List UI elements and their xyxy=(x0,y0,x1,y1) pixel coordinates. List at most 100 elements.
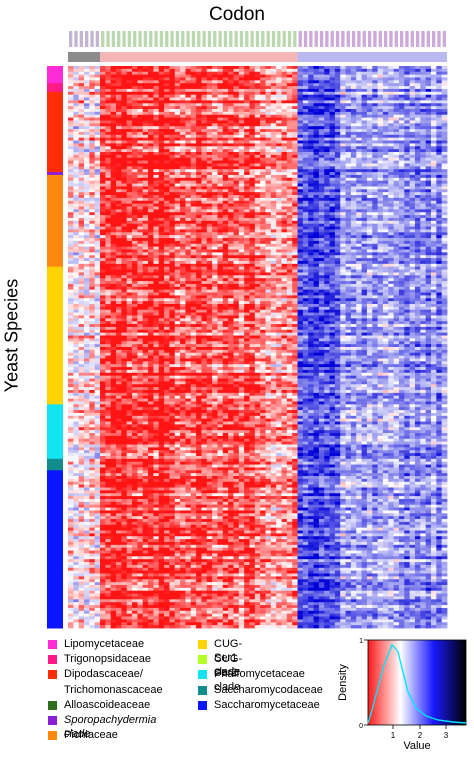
heatmap-cell xyxy=(356,209,362,213)
heatmap-cell xyxy=(260,100,266,104)
heatmap-cell xyxy=(190,220,197,225)
heatmap-cell xyxy=(409,232,416,236)
heatmap-cell xyxy=(222,246,229,250)
heatmap-cell xyxy=(292,163,298,167)
heatmap-cell xyxy=(276,229,282,233)
heatmap-cell xyxy=(270,146,277,150)
heatmap-cell xyxy=(361,229,368,233)
heatmap-cell xyxy=(350,174,357,179)
heatmap-cell xyxy=(286,86,293,90)
heatmap-cell xyxy=(228,215,234,219)
heatmap-cell xyxy=(382,186,389,190)
heatmap-cell xyxy=(361,243,368,248)
heatmap-cell xyxy=(201,243,208,248)
heatmap-cell xyxy=(105,131,112,136)
heatmap-cell xyxy=(212,100,218,104)
heatmap-cell xyxy=(222,71,229,75)
heatmap-cell xyxy=(174,68,181,73)
heatmap-cell xyxy=(270,192,277,196)
heatmap-cell xyxy=(254,152,261,156)
codon-label xyxy=(309,31,313,47)
heatmap-cell xyxy=(361,68,368,73)
heatmap-cell xyxy=(212,180,218,184)
heatmap-cell xyxy=(334,255,341,259)
heatmap-cell xyxy=(222,91,229,96)
heatmap-cell xyxy=(126,152,133,156)
heatmap-cell xyxy=(297,226,304,230)
heatmap-cell xyxy=(297,106,304,110)
heatmap-cell xyxy=(233,232,240,236)
heatmap-cell xyxy=(238,166,245,170)
heatmap-cell xyxy=(345,109,352,113)
heatmap-cell xyxy=(249,114,256,119)
heatmap-cell xyxy=(84,68,90,73)
heatmap-cell xyxy=(100,252,106,256)
heatmap-cell xyxy=(212,131,218,136)
heatmap-cell xyxy=(126,169,133,173)
heatmap-cell xyxy=(137,249,144,253)
heatmap-cell xyxy=(430,120,437,124)
heatmap-cell xyxy=(142,238,149,242)
heatmap-cell xyxy=(409,137,416,141)
heatmap-cell xyxy=(190,68,197,73)
heatmap-cell xyxy=(366,143,373,147)
heatmap-cell xyxy=(169,166,176,170)
heatmap-cell xyxy=(228,192,234,196)
heatmap-cell xyxy=(292,246,298,250)
heatmap-cell xyxy=(78,229,85,233)
heatmap-cell xyxy=(430,80,437,84)
heatmap-cell xyxy=(313,88,320,93)
heatmap-cell xyxy=(366,114,373,119)
heatmap-cell xyxy=(281,206,288,210)
heatmap-cell xyxy=(292,215,298,219)
heatmap-cell xyxy=(217,146,224,150)
heatmap-cell xyxy=(265,229,272,233)
heatmap-cell xyxy=(153,223,160,227)
heatmap-cell xyxy=(121,74,128,78)
heatmap-cell xyxy=(185,200,192,205)
heatmap-cell xyxy=(340,109,346,113)
heatmap-cell xyxy=(281,172,288,176)
heatmap-cell xyxy=(377,100,384,104)
heatmap-cell xyxy=(185,86,192,90)
heatmap-cell xyxy=(281,117,288,121)
heatmap-cell xyxy=(334,217,341,222)
heatmap-cell xyxy=(121,238,128,242)
heatmap-cell xyxy=(137,94,144,98)
heatmap-cell xyxy=(393,120,400,124)
heatmap-cell xyxy=(430,186,437,190)
heatmap-cell xyxy=(313,255,320,259)
heatmap-cell xyxy=(270,88,277,93)
heatmap-cell xyxy=(73,229,80,233)
heatmap-cell xyxy=(265,217,272,222)
heatmap-cell xyxy=(265,200,272,205)
heatmap-cell xyxy=(84,66,90,70)
heatmap-cell xyxy=(377,169,384,173)
heatmap-cell xyxy=(121,120,128,124)
heatmap-cell xyxy=(110,100,117,104)
heatmap-cell xyxy=(260,238,266,242)
heatmap-cell xyxy=(137,129,144,133)
heatmap-cell xyxy=(436,217,443,222)
heatmap-cell xyxy=(121,114,128,119)
heatmap-cell xyxy=(297,246,304,250)
heatmap-cell xyxy=(334,157,341,162)
heatmap-cell xyxy=(196,100,202,104)
heatmap-cell xyxy=(78,172,85,176)
heatmap-cell xyxy=(185,229,192,233)
heatmap-cell xyxy=(100,172,106,176)
heatmap-cell xyxy=(78,177,85,182)
heatmap-cell xyxy=(132,146,138,150)
heatmap-cell xyxy=(222,240,229,245)
heatmap-cell xyxy=(292,174,298,179)
heatmap-cell xyxy=(78,123,85,127)
heatmap-cell xyxy=(132,100,138,104)
heatmap-cell xyxy=(84,157,90,162)
heatmap-cell xyxy=(420,258,427,262)
heatmap-cell xyxy=(142,174,149,179)
heatmap-cell xyxy=(254,149,261,153)
heatmap-cell xyxy=(238,114,245,119)
codon-label xyxy=(69,31,73,47)
heatmap-cell xyxy=(238,215,245,219)
heatmap-cell xyxy=(276,103,282,107)
